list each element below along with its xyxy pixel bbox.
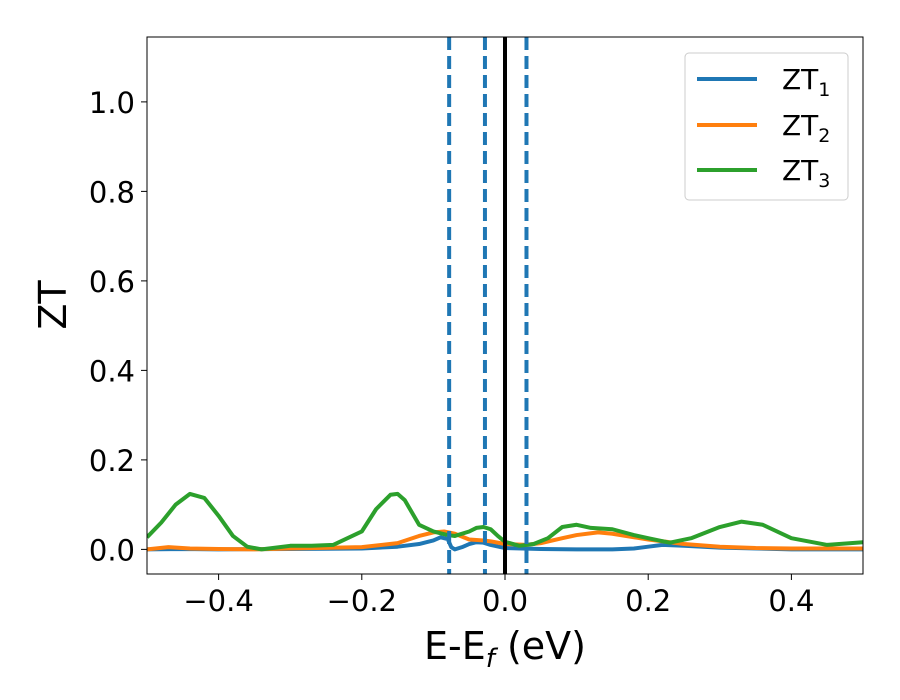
y-axis-title: ZT [31, 280, 75, 330]
legend-label-zt3: ZT3 [782, 154, 830, 192]
legend-box [684, 52, 849, 201]
series-line-zt3 [147, 491, 863, 552]
series-line-zt1 [147, 535, 863, 552]
x-tick-label: 0.4 [768, 584, 814, 618]
y-tick-label: 0.6 [89, 265, 135, 299]
x-tick-label: 0.0 [482, 584, 528, 618]
x-tick-label: −0.4 [183, 584, 253, 618]
x-axis-title: E-Ef (eV) [424, 624, 586, 674]
legend-label-zt2: ZT2 [782, 109, 830, 147]
y-tick-label: 0.4 [89, 354, 135, 388]
plot-area [147, 37, 863, 574]
axis-ticks: −0.4 −0.2 0.0 0.2 0.4 0.0 0.2 0.4 0.6 0.8 1.0 [89, 86, 815, 618]
legend-label-zt1: ZT1 [782, 63, 830, 101]
x-axis-title-unit: (eV) [495, 624, 586, 668]
legend: ZT1 ZT2 ZT3 [684, 52, 849, 201]
y-tick-label: 0.0 [89, 533, 135, 567]
x-tick-label: 0.2 [625, 584, 671, 618]
y-tick-label: 0.2 [89, 444, 135, 478]
x-tick-label: −0.2 [327, 584, 397, 618]
x-axis-title-main: E-E [424, 624, 486, 668]
y-tick-label: 1.0 [89, 86, 135, 120]
y-tick-label: 0.8 [89, 175, 135, 209]
